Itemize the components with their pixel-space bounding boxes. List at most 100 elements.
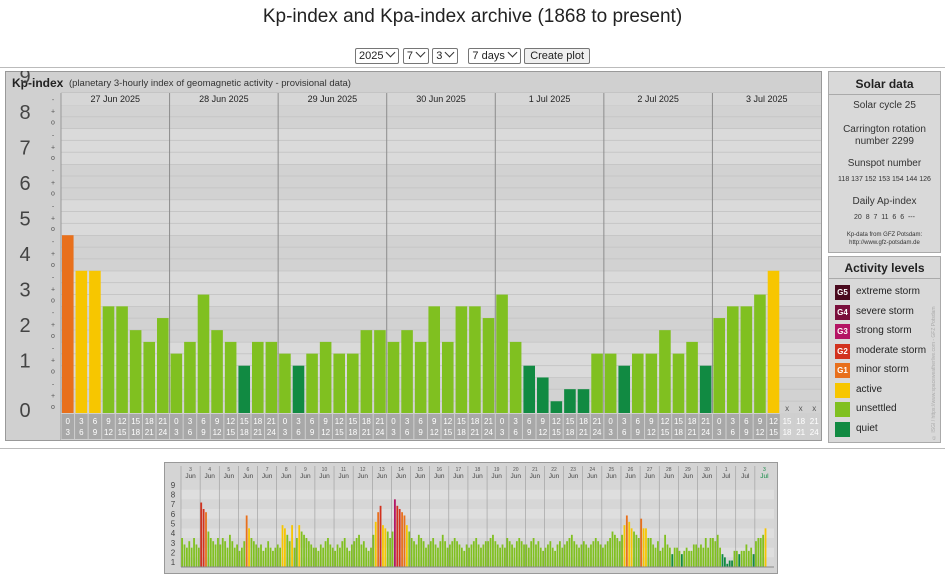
hour-cell [807, 414, 821, 439]
overview-bar [307, 541, 310, 567]
overview-month-label: Jun [606, 473, 617, 480]
hour-tick-bottom: 24 [375, 428, 384, 437]
overview-bar [417, 534, 420, 567]
overview-bar [360, 544, 363, 567]
fraction-mark: + [51, 109, 55, 116]
source-link[interactable]: http://www.gfz-potsdam.de [849, 240, 920, 246]
fraction-mark: o [51, 297, 55, 304]
fraction-mark: + [51, 144, 55, 151]
overview-month-label: Jun [702, 473, 713, 480]
kp-bar [292, 365, 305, 413]
legend-label: quiet [856, 423, 878, 434]
overview-bar [527, 547, 530, 567]
overview-bar [712, 538, 714, 567]
overview-bar [597, 541, 600, 567]
day-label: 1 Jul 2025 [529, 94, 571, 104]
overview-bar [657, 541, 659, 567]
overview-band [181, 547, 774, 558]
range-select[interactable]: 7 days [468, 47, 521, 64]
range-value: 7 days [472, 50, 505, 62]
overview-y-label: 9 [171, 481, 176, 490]
overview-month-label: Jun [204, 473, 215, 480]
hour-cell [468, 414, 482, 439]
overview-bar [422, 541, 425, 567]
overview-bar [740, 550, 743, 567]
overview-chart[interactable]: 1234567893Jun4Jun5Jun6Jun7Jun8Jun9Jun10J… [164, 462, 778, 574]
year-select[interactable]: 2025 [354, 47, 400, 64]
overview-bar [635, 534, 638, 567]
overview-bar [272, 550, 274, 567]
overview-day-number: 4 [208, 467, 211, 473]
kp-bar [591, 353, 603, 413]
overview-bar [628, 521, 631, 567]
legend-swatch [835, 402, 850, 417]
hour-tick-bottom: 6 [405, 428, 410, 437]
month-value: 7 [406, 50, 413, 62]
overview-y-label: 8 [171, 491, 176, 500]
hour-cell [387, 414, 400, 439]
hour-tick-bottom: 24 [593, 428, 602, 437]
overview-bar [633, 531, 635, 567]
overview-bar [494, 541, 497, 567]
year-value: 2025 [358, 50, 384, 62]
hour-cell [672, 414, 685, 439]
overview-bar [252, 541, 255, 567]
overview-month-label: Jun [415, 473, 426, 480]
overview-bar [618, 541, 621, 567]
day-label: 29 Jun 2025 [308, 94, 358, 104]
overview-bar [606, 541, 609, 567]
kp-bar [197, 294, 210, 413]
hour-cell [740, 414, 753, 439]
hour-tick-bottom: 21 [688, 428, 697, 437]
hour-cell [278, 414, 292, 439]
hour-tick-top: 18 [145, 417, 154, 426]
hour-tick-top: 0 [500, 417, 505, 426]
day-select[interactable]: 3 [432, 47, 459, 64]
kp-bar [727, 306, 739, 413]
overview-bar [382, 525, 384, 567]
overview-bar [511, 544, 513, 567]
overview-bar [590, 544, 592, 567]
kp-bar [564, 389, 576, 413]
kp-bar [550, 401, 563, 413]
hour-tick-top: 0 [717, 417, 722, 426]
overview-bar [185, 547, 188, 567]
overview-bar [625, 515, 628, 567]
overview-bar [547, 544, 549, 567]
create-plot-button[interactable]: Create plot [524, 48, 590, 64]
overview-bar [659, 550, 662, 567]
month-select[interactable]: 7 [402, 47, 429, 64]
hour-cell [590, 414, 604, 439]
overview-y-label: 1 [171, 558, 176, 567]
hour-tick-bottom: 24 [701, 428, 710, 437]
overview-bar [276, 544, 279, 567]
kp-bar [442, 341, 454, 413]
overview-bar [489, 538, 492, 567]
overview-bar [676, 547, 678, 567]
kp-bar [686, 341, 698, 413]
legend-label: minor storm [856, 364, 909, 375]
hour-tick-top: 9 [432, 417, 437, 426]
hour-cell [142, 414, 156, 439]
overview-bar [449, 544, 451, 567]
fraction-mark: + [51, 180, 55, 187]
chart-subtitle: (planetary 3-hourly index of geomagnetic… [69, 78, 351, 89]
overview-bar [453, 538, 456, 567]
overview-bar [444, 541, 447, 567]
overview-bar [707, 547, 710, 567]
hour-tick-bottom: 9 [636, 428, 641, 437]
hour-cell [332, 414, 346, 439]
overview-y-label: 6 [171, 510, 176, 519]
carrington-number: number 2299 [855, 136, 914, 147]
overview-bar [523, 544, 525, 567]
solar-data-panel: Solar data Solar cycle 25 Carrington rot… [828, 71, 941, 253]
hour-cell [414, 414, 427, 439]
overview-bar [377, 512, 380, 567]
hour-tick-top: 21 [375, 417, 384, 426]
hour-cell [102, 414, 115, 439]
overview-bar [327, 538, 329, 567]
legend-swatch [835, 422, 850, 437]
overview-bar [463, 550, 466, 567]
hour-cell [115, 414, 129, 439]
overview-bar [429, 541, 432, 567]
